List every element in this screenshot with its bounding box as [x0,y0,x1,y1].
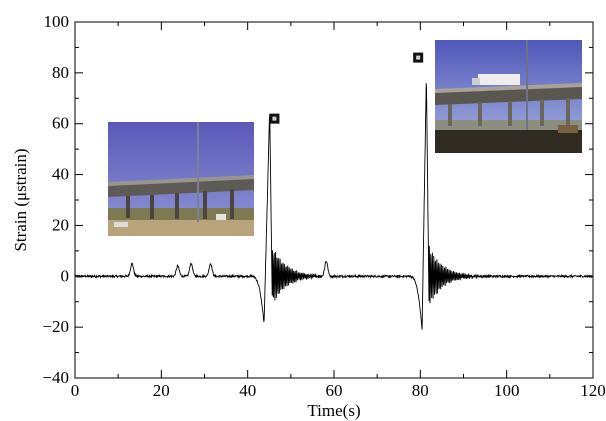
x-tick-label: 120 [580,381,606,400]
event-marker-dot [416,55,421,60]
photo-bridge-2 [435,40,582,153]
x-tick-label: 60 [326,381,343,400]
x-tick-label: 100 [494,381,520,400]
strain-series [74,83,594,330]
x-tick-label: 40 [239,381,256,400]
y-tick-label: 0 [61,266,70,285]
x-axis-title: Time(s) [307,401,360,420]
y-tick-label: 20 [52,215,69,234]
x-tick-label: 20 [153,381,170,400]
event-markers [269,52,424,124]
y-tick-label: 60 [52,114,69,133]
x-tick-label: 80 [412,381,429,400]
x-tick-labels: 0 20 40 60 80 100 120 [71,381,606,400]
event-marker-dot [272,116,277,121]
y-tick-labels: −40 −20 0 20 40 60 80 100 [42,12,69,387]
strain-line [74,83,594,330]
y-tick-label: −20 [42,317,69,336]
y-tick-label: 80 [52,63,69,82]
y-tick-label: 100 [44,12,70,31]
x-tick-label: 0 [71,381,80,400]
photo-bridge-1 [108,122,254,236]
y-axis-title: Strain (μstrain) [11,148,30,251]
y-tick-label: 40 [52,165,69,184]
y-tick-label: −40 [42,368,69,387]
axis-ticks [74,21,594,379]
